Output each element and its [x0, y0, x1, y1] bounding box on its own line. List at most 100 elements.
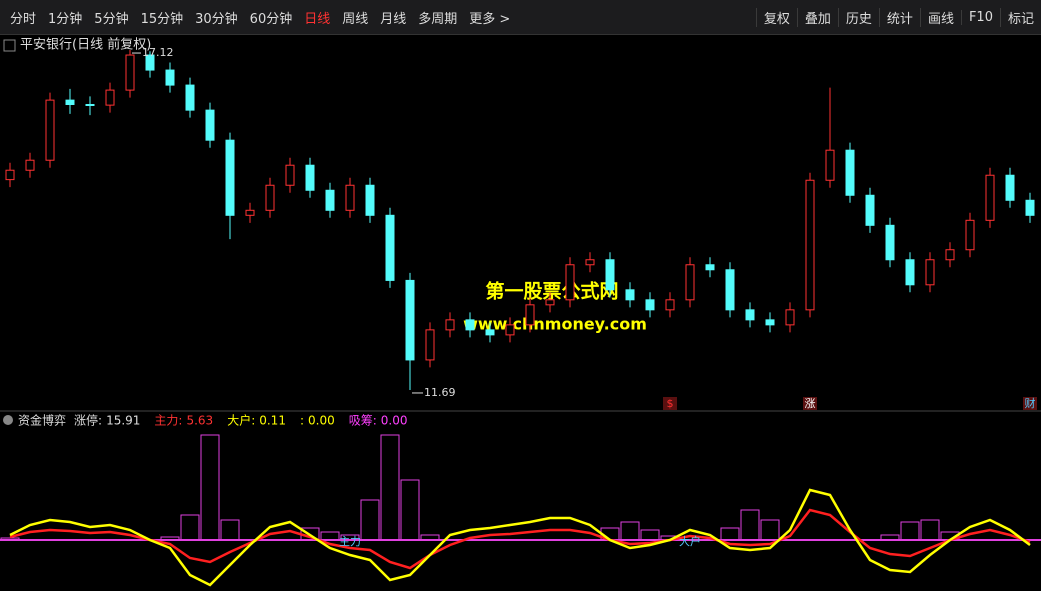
legend-value: 15.91 — [106, 414, 140, 428]
series-label: 主力 — [339, 535, 361, 548]
marker-bg — [663, 397, 677, 410]
candle-body — [45, 99, 55, 161]
toolbar-button[interactable]: 周线 — [342, 11, 369, 27]
candle-body — [205, 109, 215, 141]
candle-body — [725, 269, 735, 311]
indicator-bar — [360, 499, 380, 541]
candle-body — [365, 184, 375, 216]
toolbar-button[interactable]: 更多 > — [469, 11, 511, 27]
indicator-bar — [180, 514, 200, 541]
toolbar-button[interactable]: 画线 — [919, 7, 961, 27]
candle-body — [385, 214, 395, 281]
toolbar-button[interactable]: 历史 — [837, 7, 879, 27]
candle-body — [765, 319, 775, 326]
candle-body — [445, 319, 455, 331]
indicator-bar — [220, 519, 240, 541]
marker-bg — [1023, 397, 1037, 410]
legend-label: 大户: — [227, 413, 255, 428]
toolbar-button[interactable]: 叠加 — [796, 7, 838, 27]
candle-body — [425, 329, 435, 361]
candle-body — [225, 139, 235, 216]
toolbar-button[interactable]: 统计 — [878, 7, 920, 27]
toolbar-button[interactable]: 分时 — [10, 11, 37, 27]
candle-body — [405, 279, 415, 361]
candle-body — [505, 324, 515, 336]
toolbar-button[interactable]: 30分钟 — [195, 11, 238, 27]
indicator-icon — [3, 415, 13, 425]
indicator-bar — [400, 479, 420, 541]
toolbar-button[interactable]: 60分钟 — [249, 11, 293, 27]
indicator-line — [9, 508, 1031, 570]
candle-body — [945, 249, 955, 261]
legend-label: 主力: — [154, 414, 182, 428]
stock-title: 平安银行(日线 前复权) — [20, 37, 151, 53]
candle-body — [985, 174, 995, 221]
legend-label: 吸筹: — [349, 414, 377, 428]
candle-body — [685, 264, 695, 301]
candle-body — [65, 99, 75, 105]
indicator-bar — [900, 521, 920, 541]
legend-label: 涨停: — [74, 413, 102, 428]
indicator-name: 资金博弈 — [18, 413, 66, 428]
indicator-bar — [620, 521, 640, 541]
candle-body — [645, 299, 655, 311]
toolbar-button[interactable]: 月线 — [380, 11, 407, 27]
candle-body — [565, 264, 575, 301]
indicator-bar — [640, 529, 660, 541]
candle-body — [125, 54, 135, 91]
toolbar-button[interactable]: 日线 — [304, 11, 331, 27]
toolbar-button[interactable]: 复权 — [755, 7, 797, 27]
candle-body — [25, 159, 35, 171]
candle-body — [165, 69, 175, 86]
candle-body — [145, 54, 155, 71]
toolbar-button[interactable]: 5分钟 — [94, 11, 129, 27]
watermark-title: 第一股票公式网 — [485, 280, 618, 303]
indicator-bar — [720, 527, 740, 541]
high-label: 17.12 — [142, 46, 174, 59]
marker: $ — [667, 397, 674, 410]
candle-body — [345, 184, 355, 211]
candle-body — [1025, 199, 1035, 216]
candle-body — [85, 103, 95, 106]
series-label: 大户 — [679, 534, 701, 548]
toolbar-button[interactable]: F10 — [960, 9, 1000, 25]
candle-body — [5, 169, 15, 181]
candle-body — [865, 194, 875, 226]
candle-body — [905, 259, 915, 286]
candle-body — [545, 299, 555, 306]
period-bar: 分时 1分钟 5分钟 15分钟 30分钟 60分钟 日线 周线 月线 多周期 更多 > — [0, 0, 516, 34]
toolbar: 分时 1分钟 5分钟 15分钟 30分钟 60分钟 日线 周线 月线 多周期 更多 > 复权 叠加 历史统… — [0, 0, 1041, 35]
indicator-bar — [380, 434, 400, 541]
legend-label: : — [300, 414, 304, 428]
toolbar-button[interactable]: 多周期 — [418, 11, 458, 27]
marker: 涨 — [805, 397, 816, 410]
indicator-bar — [740, 509, 760, 541]
candle-body — [665, 299, 675, 311]
legend-value: 0.11 — [259, 414, 286, 428]
toolbar-button[interactable]: 15分钟 — [140, 11, 184, 27]
candle-body — [845, 149, 855, 196]
candle-body — [465, 319, 475, 331]
toolbar-button[interactable]: 1分钟 — [48, 11, 83, 27]
indicator-bar — [920, 519, 940, 541]
candle-body — [625, 289, 635, 301]
tool-bar: 复权 叠加 历史 统计 画线 F10 标记 — [755, 0, 1041, 34]
legend-value: 0.00 — [381, 414, 408, 428]
low-label: 11.69 — [424, 386, 456, 399]
candle-body — [325, 189, 335, 211]
candle-body — [585, 259, 595, 266]
indicator-bar — [200, 434, 220, 541]
candle-body — [885, 224, 895, 261]
legend-value: 5.63 — [186, 414, 213, 428]
candle-body — [185, 84, 195, 111]
candle-body — [745, 309, 755, 321]
candle-body — [305, 164, 315, 191]
legend-value: 0.00 — [308, 414, 335, 428]
candle-body — [805, 179, 815, 311]
panel-icon — [3, 39, 16, 52]
toolbar-button[interactable]: 标记 — [999, 7, 1041, 27]
indicator-bar — [320, 531, 340, 541]
candle-body — [705, 264, 715, 271]
